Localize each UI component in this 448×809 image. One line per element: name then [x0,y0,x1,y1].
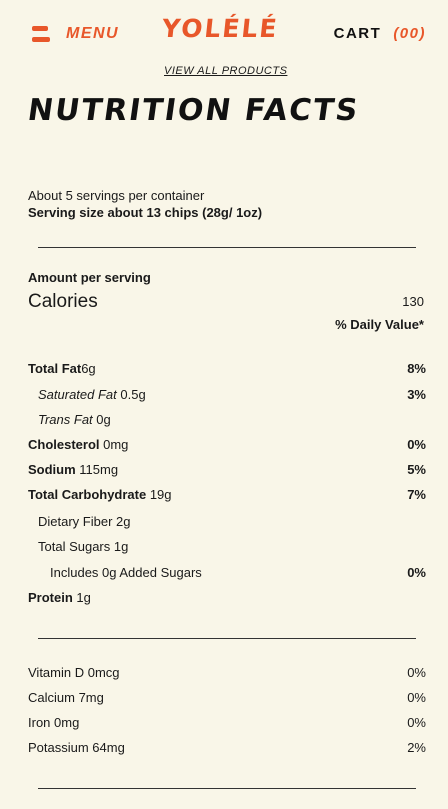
nutrient-label: Cholesterol [28,437,100,452]
calories-label: Calories [28,291,98,312]
vitamin-row-calcium: Calcium 7mg 0% [28,690,426,708]
nutrient-row-total-fat: Total Fat6g 8% [28,361,426,379]
nutrient-label: Trans Fat [38,412,93,427]
cart-count: (00) [393,25,426,42]
brand-logo[interactable]: YOLÉLÉ [160,14,281,43]
nutrient-label: Includes 0g Added Sugars [50,565,202,580]
page-title: NUTRITION FACTS [25,93,362,128]
nutrient-amount: 1g [72,590,91,605]
nutrient-amount: 0g [92,412,111,427]
nutrient-amount: 115mg [75,462,119,477]
cart-button[interactable]: CART (00) [334,25,426,42]
vitamin-label: Iron 0mg [28,715,80,730]
nutrient-amount: 19g [146,487,172,502]
nutrient-label: Dietary Fiber 2g [38,514,131,529]
menu-button[interactable]: MENU [32,24,119,44]
cart-label: CART [333,25,382,42]
daily-value-header: % Daily Value* [335,317,424,332]
nutrient-pct: 8% [407,361,426,376]
nutrient-label: Total Fat [28,361,82,376]
vitamin-label: Calcium 7mg [28,690,104,705]
vitamin-pct: 0% [407,715,426,730]
vitamin-pct: 0% [407,665,426,680]
nutrient-label: Total Carbohydrate [28,487,147,502]
calories-value: 130 [402,294,424,309]
view-all-products-link[interactable]: VIEW ALL PRODUCTS [164,65,288,77]
nutrient-row-protein: Protein 1g [28,590,426,608]
menu-label: MENU [66,25,120,42]
nutrient-pct: 0% [407,437,426,452]
vitamin-pct: 2% [407,740,426,755]
nutrient-row-dietary-fiber: Dietary Fiber 2g [28,514,426,532]
nutrient-amount: 0.5g [116,387,146,402]
nutrient-row-total-carbohydrate: Total Carbohydrate 19g 7% [28,487,426,505]
vitamin-pct: 0% [407,690,426,705]
nutrient-row-added-sugars: Includes 0g Added Sugars 0% [28,565,426,583]
vitamin-label: Vitamin D 0mcg [28,665,120,680]
nutrient-row-total-sugars: Total Sugars 1g [28,539,426,557]
nutrient-row-cholesterol: Cholesterol 0mg 0% [28,437,426,455]
nutrient-pct: 7% [407,487,426,502]
nutrient-row-trans-fat: Trans Fat 0g [28,412,426,430]
nutrient-pct: 3% [407,387,426,402]
divider [38,788,416,789]
site-header: MENU YOLÉLÉ CART (00) [0,0,448,70]
nutrient-pct: 0% [407,565,426,580]
vitamin-row-iron: Iron 0mg 0% [28,715,426,733]
nutrient-label: Sodium [28,462,76,477]
nutrient-amount: 6g [81,361,96,376]
nutrient-label: Protein [28,590,73,605]
serving-size: Serving size about 13 chips (28g/ 1oz) [28,205,263,220]
divider [38,638,416,639]
vitamin-row-vitamin-d: Vitamin D 0mcg 0% [28,665,426,683]
nutrient-pct: 5% [407,462,426,477]
amount-per-serving: Amount per serving [28,270,151,285]
hamburger-icon [32,24,50,44]
nutrient-row-saturated-fat: Saturated Fat 0.5g 3% [28,387,426,405]
servings-per-container: About 5 servings per container [28,188,205,203]
divider [38,247,416,248]
vitamin-label: Potassium 64mg [28,740,125,755]
nutrient-amount: 0mg [99,437,129,452]
vitamin-row-potassium: Potassium 64mg 2% [28,740,426,758]
nutrient-label: Total Sugars 1g [38,539,129,554]
nutrient-row-sodium: Sodium 115mg 5% [28,462,426,480]
nutrient-label: Saturated Fat [38,387,117,402]
